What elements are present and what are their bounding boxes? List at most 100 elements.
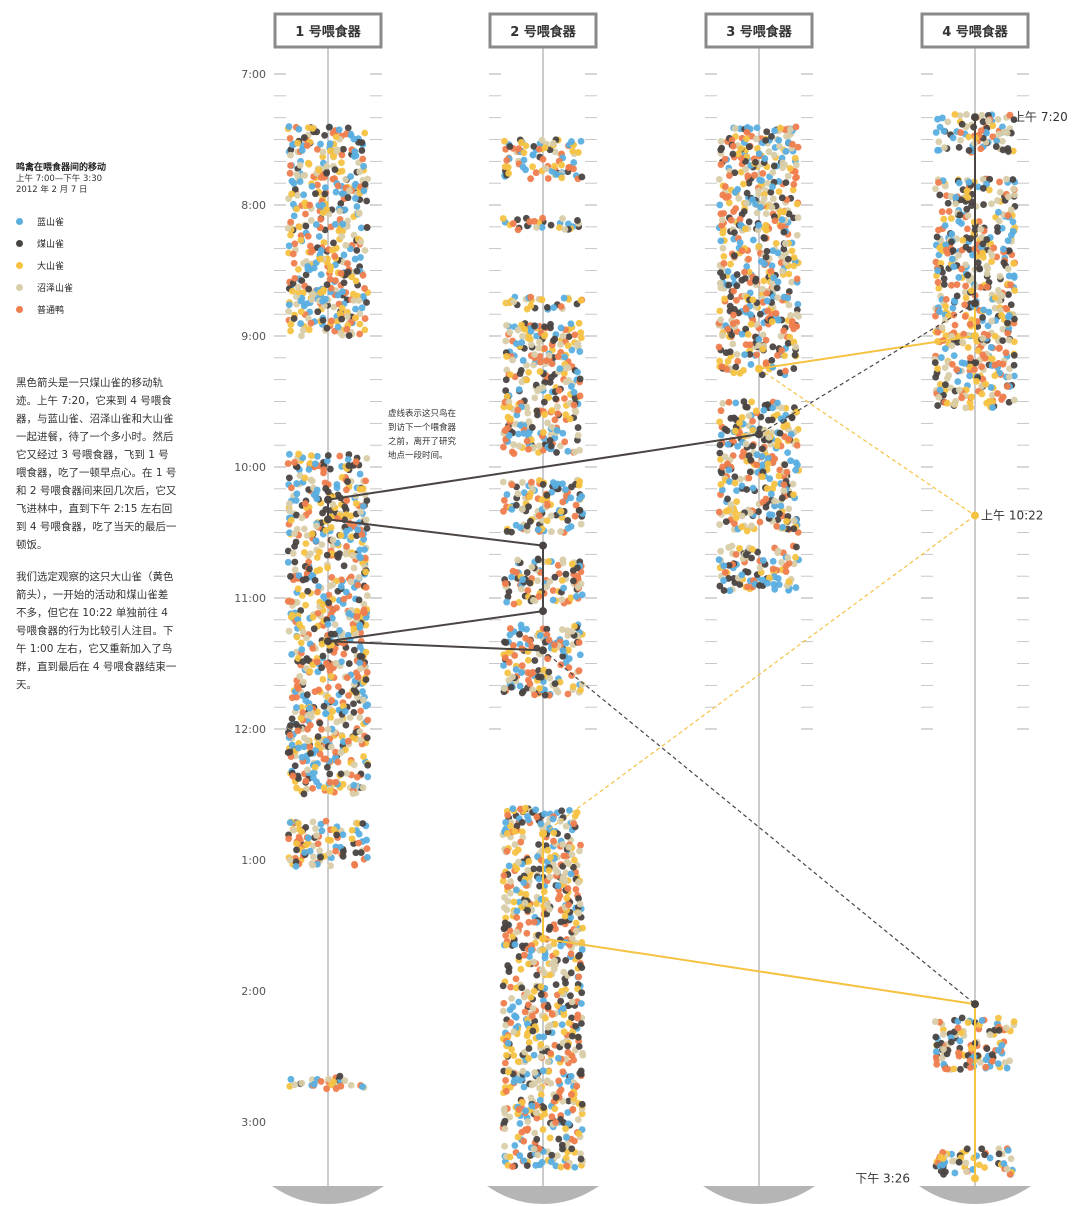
bird-dot [541,810,548,818]
bird-dot [301,474,309,482]
bird-dot [527,1094,535,1102]
bird-dot [329,175,337,183]
bird-dot [760,277,768,285]
bird-dot [792,123,800,131]
bird-dot [330,239,337,247]
bird-dot [568,934,576,942]
bird-dot [738,571,746,579]
great-tit-path-segment [542,514,976,835]
bird-dot [505,398,513,406]
bird-dot [343,769,351,777]
bird-dot [1010,396,1018,404]
bird-dot [505,432,513,439]
legend-list: 蓝山雀 煤山雀 大山雀 沼泽山雀 普通鸭 [16,210,196,320]
bird-dot [536,1096,544,1104]
bird-dot [515,1106,523,1113]
bird-dot [349,552,357,559]
bird-dot [962,282,970,290]
bird-dot [322,184,329,192]
bird-dot [536,1161,544,1169]
bird-dot [578,680,586,688]
bird-dot [506,371,514,379]
bird-dot [338,304,346,312]
bird-dot [547,512,555,520]
bird-dot [765,148,773,156]
bird-dot [1000,259,1008,267]
bird-dot [350,700,357,708]
bird-dot [358,139,366,146]
bird-dot [522,1107,529,1115]
bird-dot [320,239,328,246]
bird-dot [789,140,796,148]
bird-dot [524,866,532,874]
bird-dot [943,374,951,382]
bird-dot [717,137,725,145]
bird-dot [504,669,512,677]
bird-dot [536,684,543,692]
bird-dot [954,1024,962,1032]
bird-dot [564,524,572,532]
bird-dot [343,674,351,682]
bird-dot [783,518,790,525]
bird-dot [717,431,725,439]
legend-swatch [16,217,23,225]
bird-dot [285,123,293,130]
bird-dot [715,343,723,351]
bird-dot [557,528,564,535]
bird-dot [285,507,293,515]
bird-dot [318,664,326,672]
bird-dot [571,1163,579,1171]
bird-dot [547,1049,555,1057]
bird-dot [996,272,1004,280]
bird-dot [559,1145,566,1153]
coal-tit-path-segment [542,649,976,1005]
bird-dot [533,1135,541,1143]
bird-dot [784,255,792,263]
bird-dot [771,217,779,225]
bird-dot [524,1118,532,1125]
bird-dot [304,737,312,745]
bird-dot [336,328,344,336]
bird-dot [569,1105,577,1113]
bird-dot [938,1054,946,1062]
bird-dot [789,186,797,194]
story-paragraph-1: 黑色箭头是一只煤山雀的移动轨迹。上午 7:20，它来到 4 号喂食器，与蓝山雀、… [16,377,177,551]
feeder-header-label: 4 号喂食器 [942,24,1009,40]
bird-dot [756,564,764,572]
bird-dot [528,1012,536,1020]
bird-dot [357,665,364,673]
bird-dot [532,806,540,814]
bird-dot [790,262,798,270]
bird-dot [307,749,314,757]
bird-dot [545,668,553,676]
bird-dot [724,357,732,365]
bird-dot [936,308,943,316]
bird-dot [329,581,336,589]
bird-dot [293,205,300,213]
bird-dot [342,486,350,494]
bird-dot [763,289,771,297]
bird-dot [939,1026,947,1033]
bird-dot [505,968,513,976]
bird-dot [541,954,549,962]
bird-dot [948,238,955,246]
bird-dot [505,862,513,870]
bird-dot [295,820,302,827]
annotation-note-line: 虚线表示这只鸟在 [388,408,456,419]
bird-dot [326,667,334,675]
bird-dot [771,502,779,510]
bird-dot [512,666,520,673]
bird-dot [525,368,533,376]
bird-dot [520,489,528,497]
bird-dot [345,462,353,469]
bird-dot [738,247,746,255]
bird-dot [783,468,791,476]
bird-dot [334,323,342,331]
bird-dot [568,1052,576,1060]
bird-dot [715,175,723,183]
bird-dot [780,208,788,216]
bird-dot [346,187,353,195]
bird-dot [317,140,324,148]
bird-dot [978,390,986,398]
